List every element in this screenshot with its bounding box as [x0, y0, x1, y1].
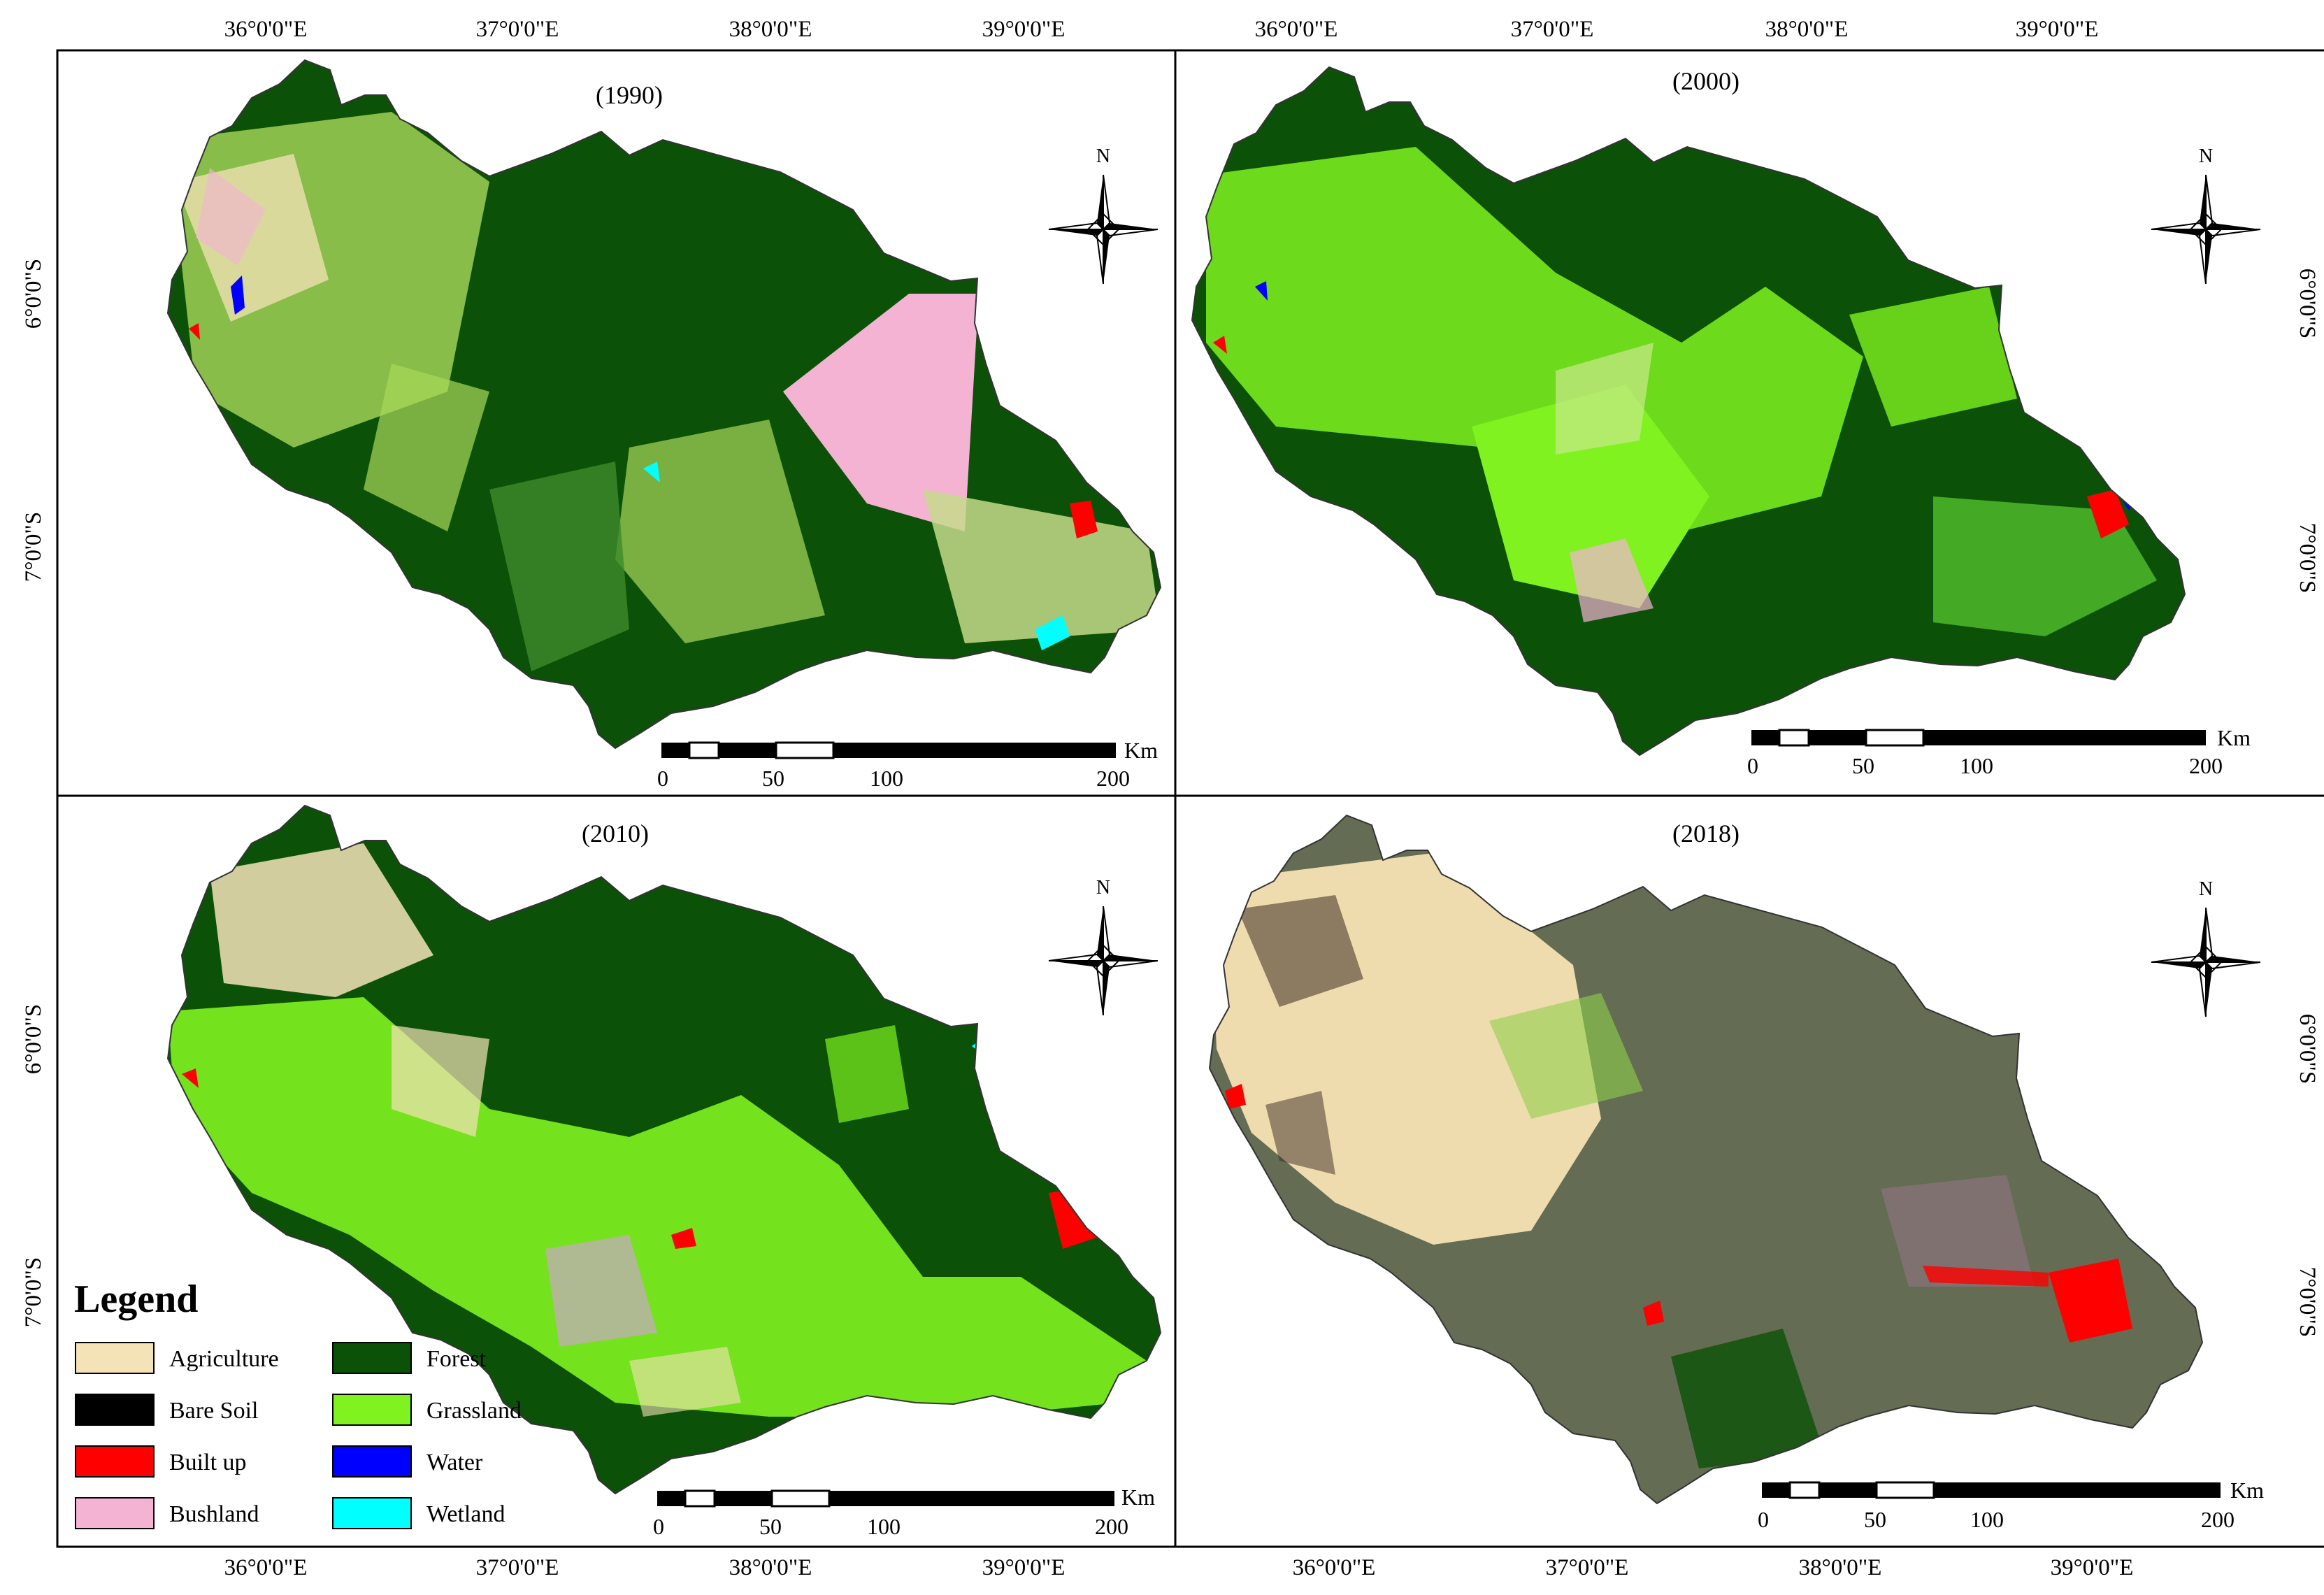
scale-unit: Km: [2230, 1478, 2264, 1503]
bottom-lon-label: 38°0'0"E: [729, 1555, 812, 1580]
scale-tick: 0: [653, 1514, 664, 1539]
scale-tick: 0: [1747, 753, 1758, 778]
right-latitude-labels: 6°0'0"S 7°0'0"S 6°0'0"S 7°0'0"S: [2295, 269, 2320, 1337]
bottom-lon-label: 37°0'0"E: [476, 1555, 559, 1580]
north-label: N: [2199, 145, 2213, 167]
scale-bar: Km 0 50 100 200: [653, 1485, 1155, 1539]
scale-tick: 200: [2189, 753, 2223, 778]
north-label: N: [2199, 878, 2213, 900]
left-lat-label: 6°0'0"S: [21, 259, 46, 329]
panel-title: (2010): [582, 820, 649, 847]
bottom-lon-label: 37°0'0"E: [1546, 1555, 1629, 1580]
left-lat-label: 7°0'0"S: [21, 1257, 46, 1327]
scale-bar: Km 0 50 100 200: [657, 738, 1158, 791]
scale-tick: 100: [867, 1514, 901, 1539]
scale-tick: 0: [657, 766, 668, 791]
top-lon-label: 39°0'0"E: [982, 17, 1066, 42]
legend-label: Bare Soil: [169, 1398, 258, 1424]
map-panel-2018: (2018) N Km 0: [1209, 815, 2264, 1532]
right-lat-label: 6°0'0"S: [2295, 1014, 2320, 1084]
map-panel-2010: (2010) N Km 0 50: [167, 805, 1161, 1539]
scale-unit: Km: [1121, 1485, 1155, 1510]
legend-swatch: [75, 1497, 155, 1529]
top-longitude-labels: 36°0'0"E 37°0'0"E 38°0'0"E 39°0'0"E 36°0…: [224, 17, 2099, 42]
north-arrow: N: [2151, 145, 2261, 285]
top-lon-label: 38°0'0"E: [1765, 17, 1849, 42]
bottom-lon-label: 38°0'0"E: [1799, 1555, 1882, 1580]
scale-unit: Km: [1124, 738, 1158, 763]
left-lat-label: 7°0'0"S: [21, 512, 46, 582]
legend-item-bare-soil: Bare Soil: [75, 1394, 258, 1426]
legend-swatch: [75, 1342, 155, 1374]
right-lat-label: 6°0'0"S: [2295, 269, 2320, 338]
north-arrow: N: [1048, 145, 1159, 285]
right-lat-label: 7°0'0"S: [2295, 1267, 2320, 1337]
legend-label: Forest: [426, 1346, 487, 1372]
right-lat-label: 7°0'0"S: [2295, 523, 2320, 593]
legend-label: Wetland: [426, 1501, 505, 1527]
legend-swatch: [332, 1342, 412, 1374]
top-lon-label: 39°0'0"E: [2016, 17, 2099, 42]
legend-swatch: [75, 1445, 155, 1478]
top-lon-label: 38°0'0"E: [729, 17, 812, 42]
north-label: N: [1096, 877, 1110, 899]
scale-tick: 50: [1864, 1507, 1886, 1532]
legend-label: Grassland: [426, 1398, 522, 1424]
scale-tick: 50: [1852, 753, 1874, 778]
scale-tick: 0: [1758, 1507, 1769, 1532]
scale-bar: Km 0 50 100 200: [1747, 725, 2251, 778]
legend-item-water: Water: [332, 1445, 483, 1478]
legend-swatch: [332, 1445, 412, 1478]
map-panel-1990: (1990) N Km: [167, 59, 1161, 791]
scale-tick: 200: [1095, 1514, 1128, 1539]
scale-tick: 200: [1096, 766, 1130, 791]
legend-title: Legend: [74, 1278, 198, 1321]
legend-swatch: [332, 1394, 412, 1426]
panel-title: (2000): [1672, 67, 1740, 95]
north-arrow: N: [1048, 877, 1159, 1016]
legend-label: Agriculture: [169, 1346, 279, 1372]
scale-tick: 50: [762, 766, 784, 791]
legend-item-wetland: Wetland: [332, 1497, 505, 1529]
north-arrow: N: [2151, 878, 2261, 1017]
bottom-lon-label: 36°0'0"E: [1293, 1555, 1376, 1580]
figure-frame: [56, 49, 2324, 1548]
left-lat-label: 6°0'0"S: [21, 1004, 46, 1074]
bottom-lon-label: 36°0'0"E: [224, 1555, 308, 1580]
scale-tick: 100: [1960, 753, 1993, 778]
scale-bar: Km 0 50 100 200: [1758, 1478, 2264, 1532]
north-label: N: [1096, 145, 1110, 167]
legend-label: Bushland: [169, 1501, 259, 1527]
scale-tick: 200: [2201, 1507, 2235, 1532]
bottom-longitude-labels: 36°0'0"E 37°0'0"E 38°0'0"E 39°0'0"E 36°0…: [224, 1555, 2134, 1580]
top-lon-label: 37°0'0"E: [476, 17, 559, 42]
legend-item-built-up: Built up: [75, 1445, 247, 1478]
legend-swatch: [332, 1497, 412, 1529]
bottom-lon-label: 39°0'0"E: [982, 1555, 1066, 1580]
bottom-lon-label: 39°0'0"E: [2051, 1555, 2134, 1580]
panel-title: (2018): [1672, 820, 1740, 847]
panel-title: (1990): [596, 81, 663, 109]
legend-item-grassland: Grassland: [332, 1394, 522, 1426]
scale-tick: 100: [870, 766, 903, 791]
legend-swatch: [75, 1394, 155, 1426]
top-lon-label: 37°0'0"E: [1511, 17, 1594, 42]
left-latitude-labels: 6°0'0"S 7°0'0"S 6°0'0"S 7°0'0"S: [21, 259, 46, 1327]
legend: Legend Agriculture Forest Bare Soil Gras…: [74, 1278, 522, 1529]
legend-item-forest: Forest: [332, 1342, 487, 1374]
legend-item-agriculture: Agriculture: [75, 1342, 279, 1374]
scale-tick: 100: [1970, 1507, 2004, 1532]
scale-tick: 50: [759, 1514, 782, 1539]
scale-unit: Km: [2217, 725, 2251, 750]
legend-label: Built up: [169, 1450, 247, 1475]
legend-item-bushland: Bushland: [75, 1497, 259, 1529]
top-lon-label: 36°0'0"E: [224, 17, 308, 42]
top-lon-label: 36°0'0"E: [1255, 17, 1338, 42]
legend-label: Water: [426, 1450, 483, 1475]
map-panel-2000: (2000) N Km 0 50 100: [1191, 66, 2261, 778]
